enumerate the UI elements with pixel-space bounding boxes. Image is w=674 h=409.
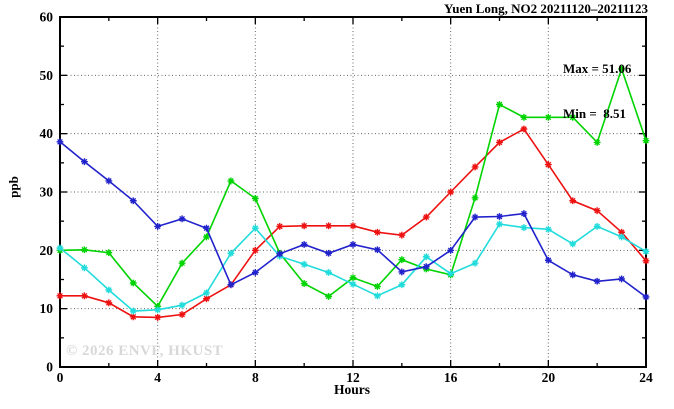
y-tick-label: 0 — [46, 360, 53, 375]
min-value-label: Min = 8.51 — [563, 106, 627, 121]
y-tick-label: 50 — [40, 68, 54, 83]
y-tick-label: 40 — [40, 126, 54, 141]
x-tick-label: 12 — [346, 370, 360, 385]
x-tick-label: 20 — [542, 370, 556, 385]
x-tick-label: 16 — [444, 370, 458, 385]
max-value-label: Max = 51.06 — [563, 61, 632, 76]
x-tick-label: 24 — [639, 370, 653, 385]
series-blue-series — [56, 138, 650, 301]
gridlines — [60, 17, 646, 367]
series-markers-cyan-series — [56, 220, 650, 315]
y-tick-label: 20 — [40, 243, 54, 258]
x-tick-label: 8 — [252, 370, 259, 385]
tick-labels: 0 10 20 30 40 50 60 0 4 8 12 16 20 24 — [40, 10, 654, 386]
y-axis-label: ppb — [6, 176, 21, 198]
watermark: © 2026 ENVF, HKUST — [66, 343, 224, 359]
y-tick-label: 10 — [40, 301, 54, 316]
series-line-blue-series — [59, 141, 647, 298]
series-markers-blue-series — [56, 138, 650, 301]
x-tick-label: 0 — [57, 370, 64, 385]
y-tick-label: 30 — [40, 185, 54, 200]
stats-box: Max = 51.06 Min = 8.51 — [563, 31, 631, 151]
series-cyan-series — [56, 220, 650, 315]
chart-title: Yuen Long, NO2 20211120–20211123 — [444, 1, 648, 16]
series-red-series — [56, 125, 650, 321]
series-markers-red-series — [56, 125, 650, 321]
y-tick-label: 60 — [40, 10, 54, 25]
x-axis-label: Hours — [333, 382, 370, 397]
x-tick-label: 4 — [154, 370, 161, 385]
